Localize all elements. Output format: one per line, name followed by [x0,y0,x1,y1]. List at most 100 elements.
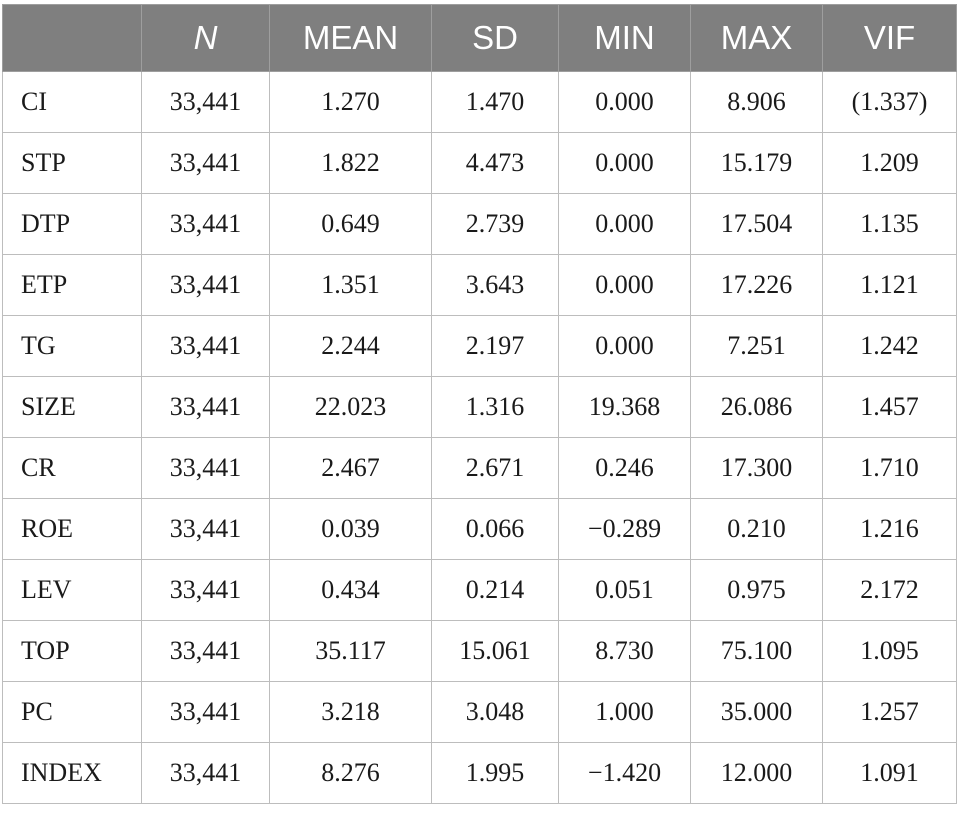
cell-n: 33,441 [141,620,270,682]
cell-n: 33,441 [141,376,270,438]
cell-min: 1.000 [558,681,691,743]
cell-n: 33,441 [141,71,270,133]
cell-sd: 2.671 [431,437,559,499]
cell-sd: 1.316 [431,376,559,438]
cell-max: 35.000 [690,681,823,743]
cell-min: 0.000 [558,132,691,194]
cell-variable: LEV [2,559,142,621]
cell-max: 17.504 [690,193,823,255]
cell-variable: DTP [2,193,142,255]
table-row: PC 33,441 3.218 3.048 1.000 35.000 1.257 [2,681,957,743]
cell-min: 0.000 [558,71,691,133]
cell-variable: PC [2,681,142,743]
cell-vif: 1.457 [822,376,957,438]
table-row: DTP 33,441 0.649 2.739 0.000 17.504 1.135 [2,193,957,255]
cell-vif: 1.209 [822,132,957,194]
cell-vif: 1.095 [822,620,957,682]
cell-max: 12.000 [690,742,823,804]
cell-min: 0.051 [558,559,691,621]
cell-variable: ROE [2,498,142,560]
cell-max: 75.100 [690,620,823,682]
table-body: CI 33,441 1.270 1.470 0.000 8.906 (1.337) STP 33… [2,71,957,804]
header-corner-cell [2,4,142,72]
cell-vif: 1.216 [822,498,957,560]
cell-mean: 2.244 [269,315,432,377]
cell-vif: 1.091 [822,742,957,804]
cell-max: 8.906 [690,71,823,133]
cell-variable: TG [2,315,142,377]
cell-vif: 2.172 [822,559,957,621]
cell-mean: 1.351 [269,254,432,316]
table-row: SIZE 33,441 22.023 1.316 19.368 26.086 1.457 [2,376,957,438]
cell-mean: 35.117 [269,620,432,682]
cell-variable: TOP [2,620,142,682]
cell-sd: 1.470 [431,71,559,133]
cell-max: 17.300 [690,437,823,499]
cell-sd: 3.048 [431,681,559,743]
cell-sd: 2.197 [431,315,559,377]
cell-sd: 2.739 [431,193,559,255]
header-n: N [141,4,270,72]
table-row: TG 33,441 2.244 2.197 0.000 7.251 1.242 [2,315,957,377]
cell-vif: 1.242 [822,315,957,377]
table-row: CI 33,441 1.270 1.470 0.000 8.906 (1.337) [2,71,957,133]
cell-mean: 1.270 [269,71,432,133]
header-max: MAX [690,4,823,72]
cell-variable: SIZE [2,376,142,438]
cell-n: 33,441 [141,132,270,194]
header-min: MIN [558,4,691,72]
cell-max: 0.975 [690,559,823,621]
cell-sd: 0.214 [431,559,559,621]
cell-mean: 1.822 [269,132,432,194]
cell-vif: 1.710 [822,437,957,499]
cell-mean: 0.039 [269,498,432,560]
cell-max: 17.226 [690,254,823,316]
cell-min: 8.730 [558,620,691,682]
table-row: CR 33,441 2.467 2.671 0.246 17.300 1.710 [2,437,957,499]
cell-sd: 4.473 [431,132,559,194]
cell-variable: STP [2,132,142,194]
header-vif: VIF [822,4,957,72]
cell-vif: (1.337) [822,71,957,133]
cell-n: 33,441 [141,559,270,621]
cell-vif: 1.135 [822,193,957,255]
cell-sd: 3.643 [431,254,559,316]
cell-sd: 1.995 [431,742,559,804]
cell-mean: 22.023 [269,376,432,438]
table-row: INDEX 33,441 8.276 1.995 −1.420 12.000 1.091 [2,742,957,804]
cell-min: −1.420 [558,742,691,804]
cell-mean: 0.649 [269,193,432,255]
cell-sd: 0.066 [431,498,559,560]
cell-variable: INDEX [2,742,142,804]
cell-n: 33,441 [141,498,270,560]
descriptive-statistics-table: N MEAN SD MIN MAX VIF CI 33,441 1.270 1.470… [2,4,957,804]
cell-max: 7.251 [690,315,823,377]
cell-min: −0.289 [558,498,691,560]
header-mean: MEAN [269,4,432,72]
cell-min: 0.000 [558,193,691,255]
cell-vif: 1.257 [822,681,957,743]
table-row: LEV 33,441 0.434 0.214 0.051 0.975 2.172 [2,559,957,621]
table-row: TOP 33,441 35.117 15.061 8.730 75.100 1.095 [2,620,957,682]
table-row: STP 33,441 1.822 4.473 0.000 15.179 1.209 [2,132,957,194]
cell-variable: CR [2,437,142,499]
cell-n: 33,441 [141,315,270,377]
cell-variable: ETP [2,254,142,316]
cell-max: 0.210 [690,498,823,560]
cell-mean: 0.434 [269,559,432,621]
cell-n: 33,441 [141,742,270,804]
cell-n: 33,441 [141,681,270,743]
table-row: ETP 33,441 1.351 3.643 0.000 17.226 1.121 [2,254,957,316]
header-sd: SD [431,4,559,72]
cell-max: 26.086 [690,376,823,438]
cell-mean: 8.276 [269,742,432,804]
cell-sd: 15.061 [431,620,559,682]
cell-min: 19.368 [558,376,691,438]
cell-mean: 2.467 [269,437,432,499]
cell-variable: CI [2,71,142,133]
cell-min: 0.000 [558,315,691,377]
cell-n: 33,441 [141,193,270,255]
cell-min: 0.000 [558,254,691,316]
cell-n: 33,441 [141,254,270,316]
cell-max: 15.179 [690,132,823,194]
